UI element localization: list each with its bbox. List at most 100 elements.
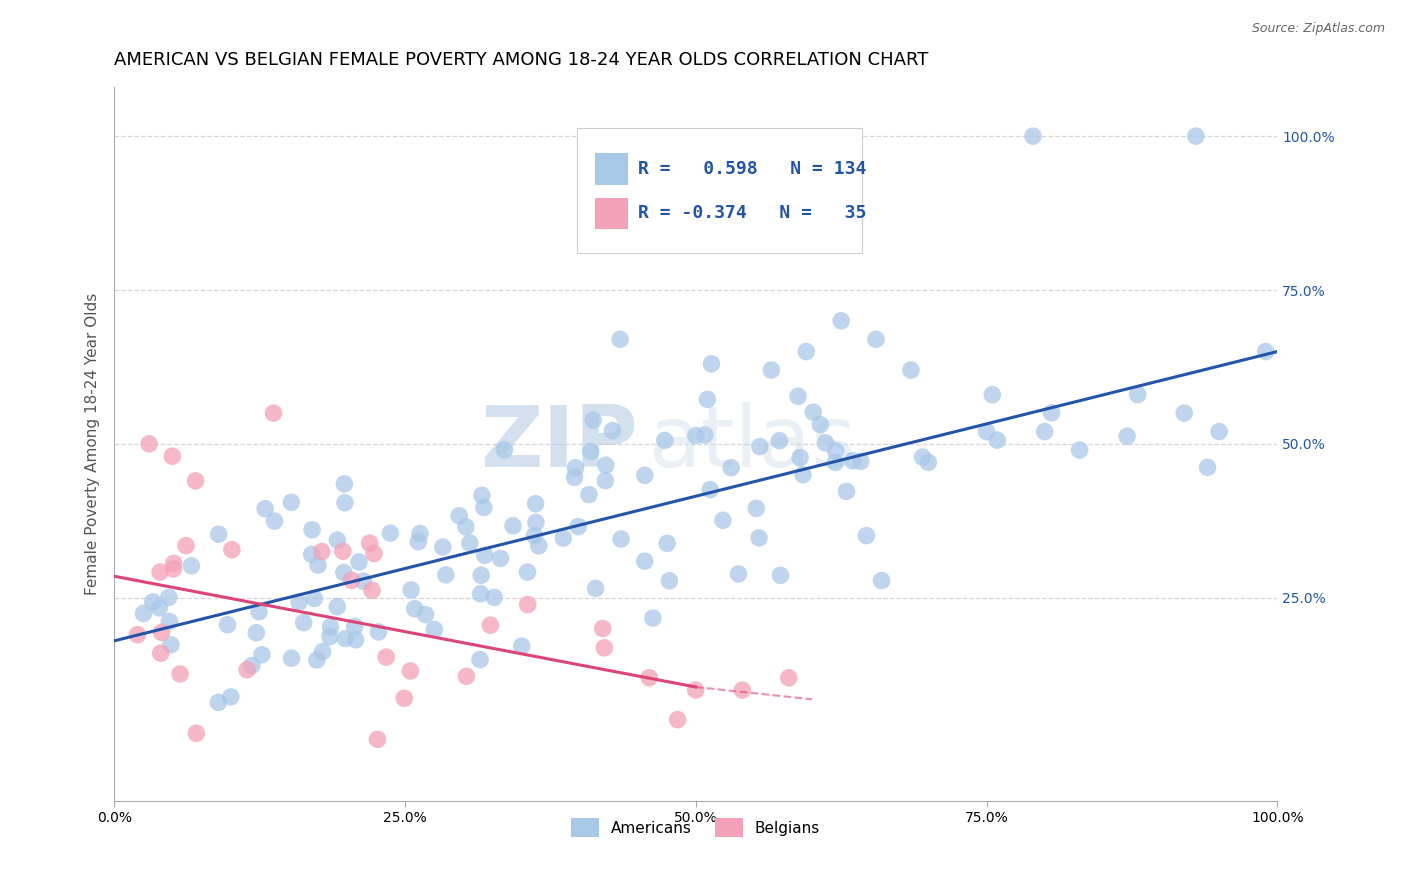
Point [326, 533, 349, 548]
Point [162, 449, 184, 463]
Point [835, 484, 858, 499]
Point [333, 566, 356, 580]
FancyBboxPatch shape [595, 153, 628, 185]
Point [830, 314, 852, 328]
Point [319, 630, 342, 644]
Point [524, 497, 547, 511]
Point [288, 595, 311, 609]
Point [157, 615, 180, 629]
Point [208, 527, 231, 541]
FancyBboxPatch shape [595, 197, 628, 229]
Point [366, 732, 388, 747]
Point [149, 565, 172, 579]
Point [789, 450, 811, 465]
Point [855, 528, 877, 542]
Point [900, 363, 922, 377]
Point [326, 599, 349, 614]
Point [340, 574, 363, 588]
Point [1069, 443, 1091, 458]
Point [685, 428, 707, 442]
Point [217, 617, 239, 632]
Point [304, 591, 326, 606]
Point [415, 607, 437, 622]
Point [595, 458, 617, 473]
Point [808, 417, 831, 432]
Point [527, 539, 550, 553]
Point [711, 513, 734, 527]
Point [335, 632, 357, 646]
Point [292, 615, 315, 630]
Point [666, 713, 689, 727]
Point [841, 454, 863, 468]
Text: atlas: atlas [650, 402, 858, 485]
Point [917, 455, 939, 469]
Point [658, 574, 681, 588]
Point [1033, 425, 1056, 439]
Point [404, 601, 426, 615]
Point [981, 387, 1004, 401]
Point [399, 664, 422, 678]
Point [1116, 429, 1139, 443]
Point [585, 582, 607, 596]
Point [132, 607, 155, 621]
Point [247, 605, 270, 619]
Point [280, 495, 302, 509]
Point [174, 539, 197, 553]
Point [343, 619, 366, 633]
Point [787, 389, 810, 403]
Point [207, 695, 229, 709]
Point [423, 623, 446, 637]
Point [641, 611, 664, 625]
FancyBboxPatch shape [576, 128, 862, 252]
Point [484, 591, 506, 605]
Point [655, 536, 678, 550]
Point [792, 467, 814, 482]
Text: R =   0.598   N = 134: R = 0.598 N = 134 [637, 160, 866, 178]
Point [720, 460, 742, 475]
Point [250, 648, 273, 662]
Point [409, 526, 432, 541]
Point [564, 470, 586, 484]
Point [367, 624, 389, 639]
Point [434, 567, 457, 582]
Point [180, 558, 202, 573]
Point [472, 500, 495, 515]
Point [870, 574, 893, 588]
Point [748, 440, 770, 454]
Point [263, 406, 285, 420]
Point [408, 534, 430, 549]
Point [801, 405, 824, 419]
Point [432, 540, 454, 554]
Point [700, 357, 723, 371]
Point [1126, 387, 1149, 401]
Point [1173, 406, 1195, 420]
Point [184, 474, 207, 488]
Point [553, 531, 575, 545]
Point [263, 514, 285, 528]
Point [849, 454, 872, 468]
Point [696, 392, 718, 407]
Point [494, 442, 516, 457]
Point [127, 628, 149, 642]
Point [468, 652, 491, 666]
Point [592, 622, 614, 636]
Point [595, 474, 617, 488]
Point [280, 651, 302, 665]
Point [470, 587, 492, 601]
Y-axis label: Female Poverty Among 18-24 Year Olds: Female Poverty Among 18-24 Year Olds [86, 293, 100, 595]
Point [693, 428, 716, 442]
Point [761, 363, 783, 377]
Text: AMERICAN VS BELGIAN FEMALE POVERTY AMONG 18-24 YEAR OLDS CORRELATION CHART: AMERICAN VS BELGIAN FEMALE POVERTY AMONG… [114, 51, 928, 69]
Point [911, 450, 934, 464]
Point [479, 618, 502, 632]
Point [240, 658, 263, 673]
Point [254, 501, 277, 516]
Point [149, 646, 172, 660]
Point [510, 639, 533, 653]
Point [768, 434, 790, 448]
Point [301, 548, 323, 562]
Point [516, 598, 538, 612]
Point [148, 600, 170, 615]
Point [524, 516, 547, 530]
Point [602, 424, 624, 438]
